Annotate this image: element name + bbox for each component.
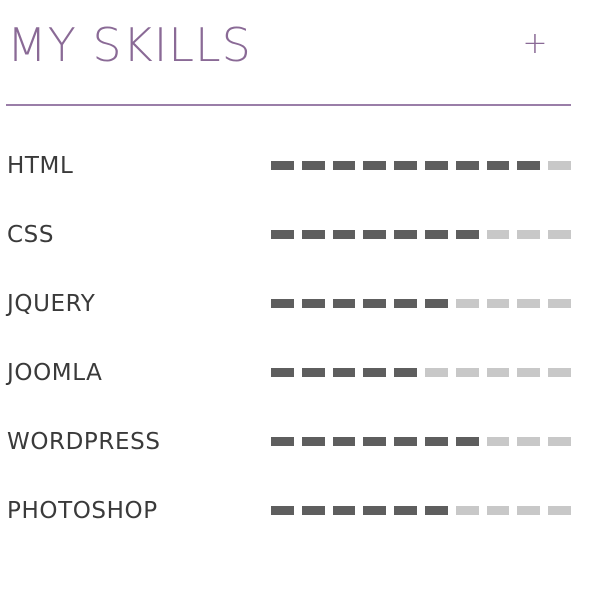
skill-segment-empty: [517, 368, 541, 377]
skill-segment-empty: [486, 437, 510, 446]
skill-segment-filled: [394, 506, 417, 515]
skill-segment-filled: [486, 161, 510, 170]
skill-segment-empty: [517, 230, 541, 239]
skill-segment-empty: [548, 506, 571, 515]
skill-segment-filled: [363, 437, 387, 446]
skill-segment-filled: [301, 437, 325, 446]
skill-level-bar: [271, 299, 571, 309]
skill-segment-filled: [271, 230, 294, 239]
skill-segment-filled: [363, 161, 387, 170]
skill-segment-filled: [271, 437, 294, 446]
skill-segment-filled: [424, 161, 448, 170]
skill-segment-empty: [486, 230, 510, 239]
skill-segment-filled: [271, 161, 294, 170]
skill-segment-empty: [517, 299, 541, 308]
skill-segment-empty: [548, 230, 571, 239]
skill-segment-filled: [455, 437, 479, 446]
add-skill-button[interactable]: +: [522, 26, 548, 61]
skill-segment-filled: [332, 368, 356, 377]
skill-segment-filled: [455, 161, 479, 170]
skill-row-jquery: JQUERY: [7, 278, 571, 347]
skill-segment-filled: [394, 437, 417, 446]
divider: [6, 104, 571, 106]
skill-segment-filled: [271, 299, 294, 308]
skill-segment-empty: [455, 368, 479, 377]
skill-segment-empty: [517, 506, 541, 515]
skill-segment-empty: [455, 506, 479, 515]
skill-segment-filled: [363, 368, 387, 377]
skill-name: CSS: [7, 222, 55, 248]
skill-segment-filled: [301, 230, 325, 239]
skill-name: JQUERY: [7, 291, 96, 317]
skill-segment-filled: [394, 230, 417, 239]
skill-row-html: HTML: [7, 140, 571, 209]
skill-segment-empty: [548, 437, 571, 446]
skill-name: HTML: [7, 153, 74, 179]
skill-list: HTML CSS JQUERY JOOMLA WORDPRESS PHOTOSH…: [7, 140, 571, 554]
skill-segment-filled: [424, 437, 448, 446]
skill-segment-filled: [394, 368, 417, 377]
skill-name: JOOMLA: [7, 360, 103, 386]
skill-segment-empty: [517, 437, 541, 446]
skill-segment-filled: [394, 299, 417, 308]
skill-level-bar: [271, 506, 571, 516]
skill-segment-filled: [332, 299, 356, 308]
skill-segment-filled: [455, 230, 479, 239]
skill-segment-filled: [332, 230, 356, 239]
skill-segment-empty: [486, 299, 510, 308]
skill-segment-empty: [486, 506, 510, 515]
skills-header: MY SKILLS +: [7, 18, 571, 72]
skill-row-joomla: JOOMLA: [7, 347, 571, 416]
skill-segment-empty: [548, 161, 571, 170]
skill-name: PHOTOSHOP: [7, 498, 158, 524]
skill-segment-filled: [271, 368, 294, 377]
skill-segment-filled: [301, 299, 325, 308]
skill-segment-filled: [394, 161, 417, 170]
skill-segment-empty: [548, 368, 571, 377]
skill-segment-filled: [332, 437, 356, 446]
skill-segment-filled: [332, 506, 356, 515]
skill-segment-filled: [271, 506, 294, 515]
skill-segment-filled: [301, 161, 325, 170]
skill-row-photoshop: PHOTOSHOP: [7, 485, 571, 554]
page-title: MY SKILLS: [7, 18, 252, 72]
skill-row-wordpress: WORDPRESS: [7, 416, 571, 485]
skill-segment-filled: [363, 506, 387, 515]
skill-segment-empty: [486, 368, 510, 377]
skill-level-bar: [271, 161, 571, 171]
skill-segment-filled: [363, 299, 387, 308]
skill-segment-empty: [455, 299, 479, 308]
skill-segment-filled: [424, 299, 448, 308]
skill-level-bar: [271, 437, 571, 447]
skill-level-bar: [271, 230, 571, 240]
skill-segment-filled: [424, 230, 448, 239]
skill-segment-filled: [301, 506, 325, 515]
skill-name: WORDPRESS: [7, 429, 161, 455]
skill-row-css: CSS: [7, 209, 571, 278]
skill-level-bar: [271, 368, 571, 378]
skill-segment-filled: [332, 161, 356, 170]
skill-segment-filled: [301, 368, 325, 377]
skill-segment-filled: [517, 161, 541, 170]
skill-segment-filled: [363, 230, 387, 239]
skill-segment-empty: [548, 299, 571, 308]
skill-segment-filled: [424, 506, 448, 515]
skill-segment-empty: [424, 368, 448, 377]
